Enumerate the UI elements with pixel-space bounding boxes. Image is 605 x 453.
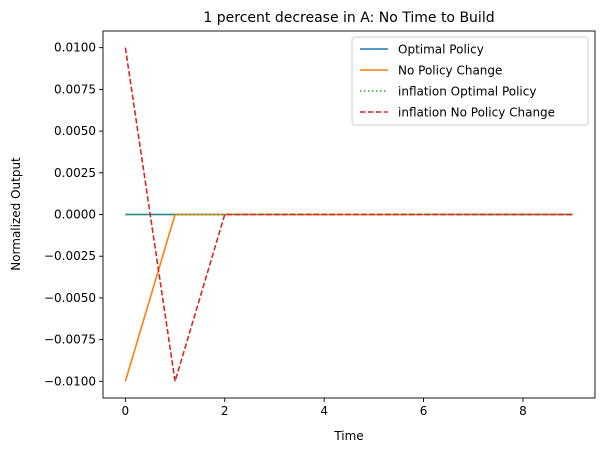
legend: Optimal Policy No Policy Change inflation … [351,36,589,126]
series-line-3 [124,47,573,383]
legend-label: inflation Optimal Policy [398,85,536,99]
y-tick-label: −0.0100 [44,374,96,388]
y-tick-label: 0.0025 [54,166,96,180]
y-tick-label: −0.0050 [44,291,96,305]
x-tick-label: 4 [320,404,328,418]
y-axis-label: Normalized Output [9,157,23,271]
legend-label: inflation No Policy Change [398,106,555,120]
legend-box [351,36,589,126]
x-axis: 0 2 4 6 8 [122,398,527,418]
legend-label: Optimal Policy [398,43,484,57]
y-axis: −0.0100 −0.0075 −0.0050 −0.0025 0.0000 0.0025… [44,41,103,388]
x-tick-label: 8 [519,404,527,418]
x-tick-label: 2 [221,404,229,418]
x-tick-label: 6 [420,404,428,418]
y-tick-label: 0.0050 [54,124,96,138]
y-tick-label: 0.0075 [54,82,96,96]
x-tick-label: 0 [122,404,130,418]
y-tick-label: −0.0025 [44,249,96,263]
legend-label: No Policy Change [398,64,502,78]
series-line-1 [124,213,573,382]
y-tick-label: 0.0100 [54,41,96,55]
y-tick-label: −0.0075 [44,333,96,347]
x-axis-label: Time [333,429,363,443]
y-tick-label: 0.0000 [54,208,96,222]
chart-title: 1 percent decrease in A: No Time to Buil… [203,10,494,26]
